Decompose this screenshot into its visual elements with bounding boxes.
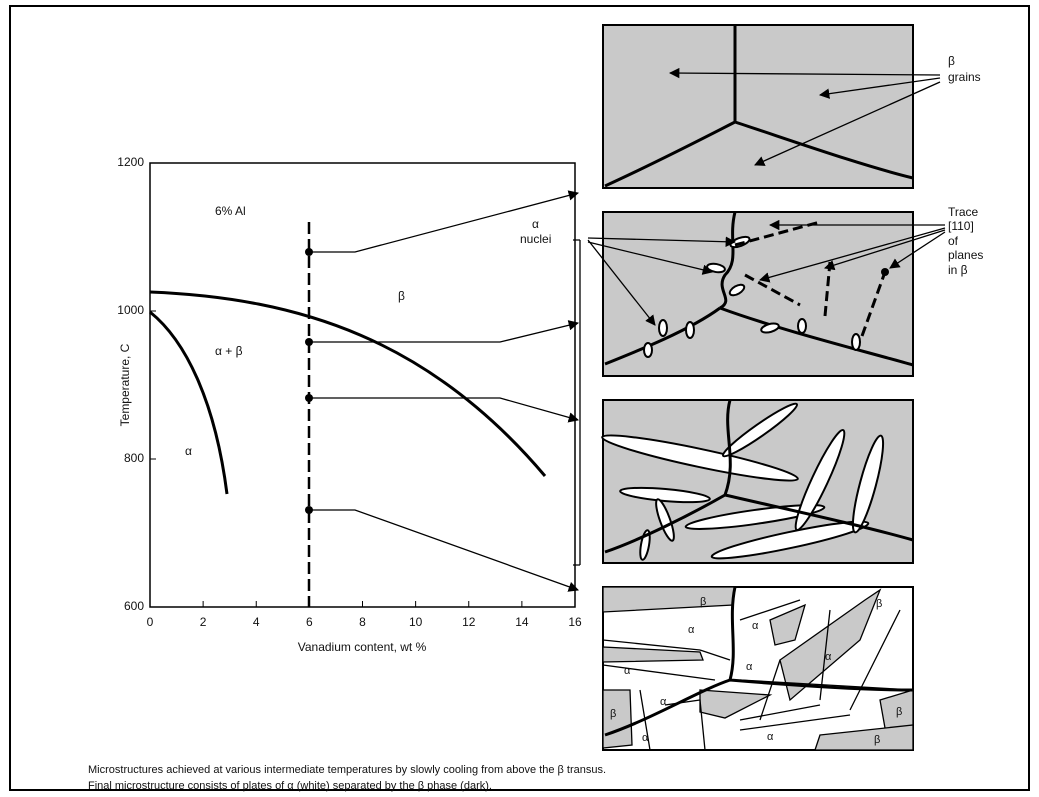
phase-label: α: [767, 731, 774, 743]
callout: planes: [948, 248, 983, 262]
phase-diagram: 6% Al β α + β α Temperature, C Vanadium …: [117, 155, 582, 654]
x-label: Vanadium content, wt %: [298, 640, 427, 654]
phase-label: β: [874, 734, 880, 746]
bracket: [573, 240, 580, 565]
annotation: β: [398, 289, 405, 303]
callout: grains: [948, 70, 981, 84]
annotation: 6% Al: [215, 204, 246, 218]
callout: α: [532, 217, 539, 231]
callout: nuclei: [520, 232, 551, 246]
phase-label: α: [688, 624, 695, 636]
x-tick-label: 8: [359, 615, 366, 629]
x-tick-label: 2: [200, 615, 207, 629]
arrows: [309, 193, 578, 590]
x-tick-label: 0: [147, 615, 154, 629]
y-label: Temperature, C: [118, 343, 132, 426]
y-tick-label: 1200: [117, 155, 144, 169]
x-tick-label: 12: [462, 615, 476, 629]
phase-label: β: [896, 706, 902, 718]
phase-label: β: [610, 708, 616, 720]
callout: [110]: [948, 219, 974, 233]
x-tick-label: 16: [568, 615, 582, 629]
x-tick-label: 6: [306, 615, 313, 629]
annotation: α: [185, 444, 192, 458]
x-tick-label: 4: [253, 615, 260, 629]
phase-label: β: [876, 598, 882, 610]
annotation: α + β: [215, 344, 243, 358]
x-tick-label: 14: [515, 615, 529, 629]
callout: β: [948, 54, 955, 68]
phase-label: α: [660, 696, 667, 708]
callout: Trace: [948, 205, 979, 219]
figure: 6% Al β α + β α Temperature, C Vanadium …: [0, 0, 1039, 797]
y-tick-label: 1000: [117, 303, 144, 317]
alpha-boundary: [150, 312, 227, 494]
phase-label: β: [700, 596, 706, 608]
phase-label: α: [746, 661, 753, 673]
y-tick-label: 800: [124, 451, 144, 465]
callout: of: [948, 234, 959, 248]
x-tick-label: 10: [409, 615, 423, 629]
phase-label: α: [752, 620, 759, 632]
phase-label: α: [825, 651, 832, 663]
plot-frame: [150, 163, 575, 607]
caption: Final microstructure consists of plates …: [88, 780, 492, 792]
y-tick-label: 600: [124, 599, 144, 613]
phase-label: α: [624, 665, 631, 677]
phase-label: α: [642, 732, 649, 744]
beta-transus: [150, 292, 545, 476]
caption: Microstructures achieved at various inte…: [88, 764, 606, 776]
callout: in β: [948, 263, 968, 277]
